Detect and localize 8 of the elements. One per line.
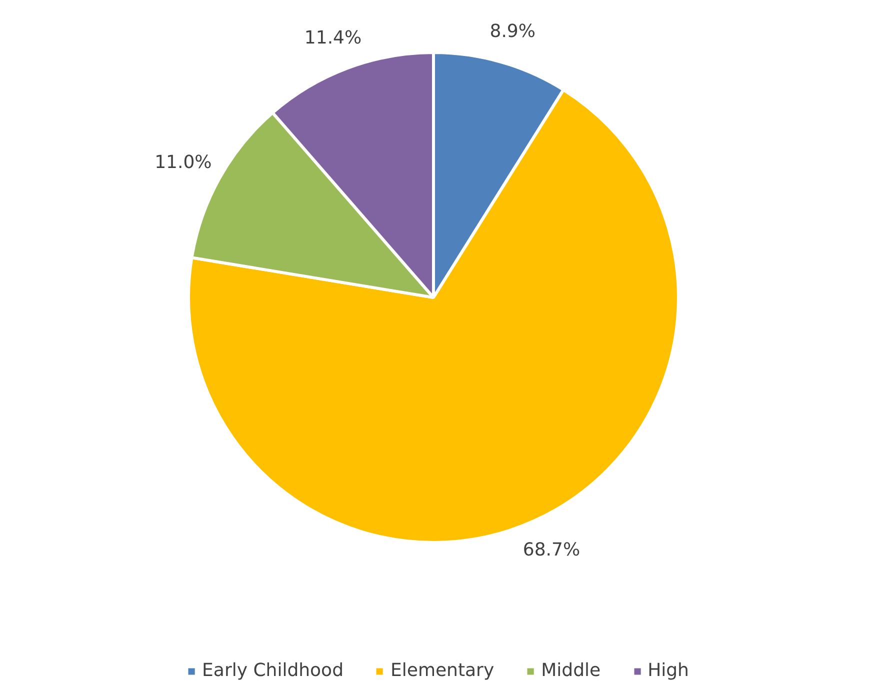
data-label: 11.4% <box>304 28 362 49</box>
data-label: 11.0% <box>154 152 212 174</box>
legend-label: Early Childhood <box>202 660 344 681</box>
legend-label: Middle <box>541 660 601 681</box>
data-label: 68.7% <box>522 539 580 560</box>
legend-label: High <box>648 660 689 681</box>
data-label: 8.9% <box>490 20 536 42</box>
legend-label: Elementary <box>390 660 494 681</box>
